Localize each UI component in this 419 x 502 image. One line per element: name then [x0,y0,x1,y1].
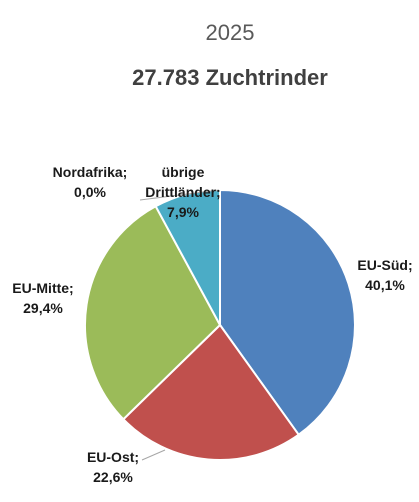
leader-line-eu-ost [141,449,166,461]
chart-title: 27.783 Zuchtrinder [132,65,328,90]
pie-slice-eu-mitte [84,204,222,421]
slice-label-eu-ost: EU-Ost; 22,6% [87,449,139,485]
leader-lines [139,189,220,461]
pie-slice-eu-ost [121,323,301,461]
pie-slice-eu-sued [219,188,356,437]
pie-slices [84,188,356,461]
leader-line-nordafrika [139,189,220,201]
slice-label-nordafrika: Nordafrika; 0,0% [53,164,128,200]
chart-year: 2025 [206,20,255,45]
slice-label-eu-sued: EU-Süd; 40,1% [357,257,412,293]
slice-label-eu-mitte: EU-Mitte; 29,4% [12,280,73,316]
slice-label-uebrige-drittlaender: übrige Drittländer; 7,9% [145,164,220,220]
slice-labels: EU-Süd; 40,1% EU-Ost; 22,6% EU-Mitte; 29,4% No… [12,164,412,485]
